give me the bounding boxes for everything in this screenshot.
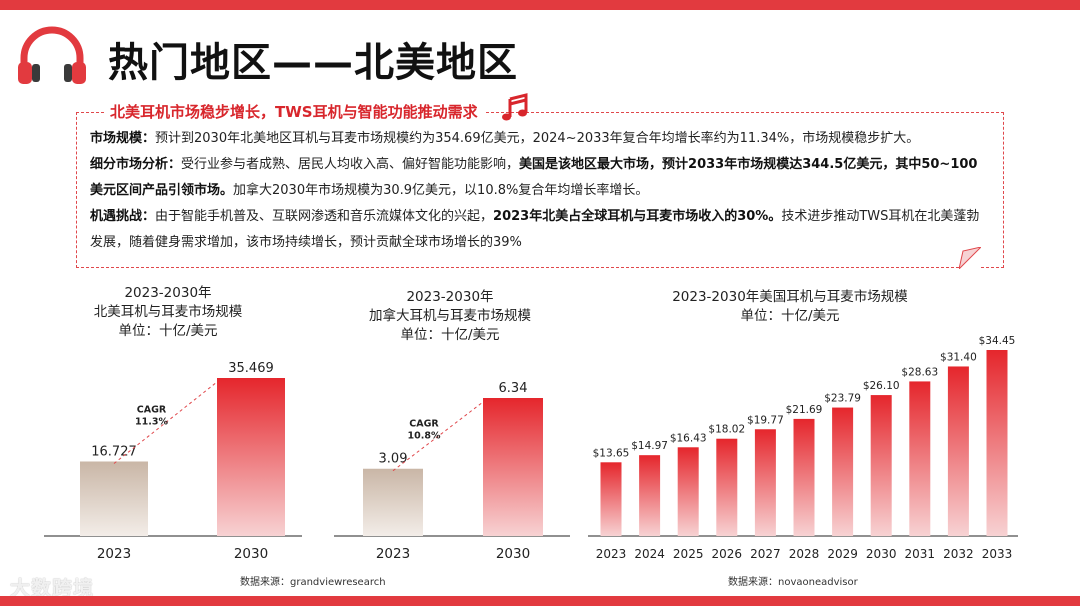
- chart-title-canada: 2023-2030年 加拿大耳机与耳麦市场规模 单位：十亿/美元: [340, 288, 560, 345]
- us-data-label-2031: $28.63: [901, 366, 938, 378]
- ca-bar-2023: [363, 468, 423, 536]
- us-tick-2025: 2025: [673, 547, 704, 561]
- source-right: 数据来源：novaoneadvisor: [728, 577, 858, 588]
- page-fold-decoration: [959, 247, 981, 269]
- ca-tick-2023: 2023: [376, 546, 410, 562]
- paragraph-segment-analysis: 细分市场分析：受行业参与者成熟、居民人均收入高、偏好智能功能影响，美国是该地区最…: [90, 152, 990, 204]
- na-data-label-2023: 16.727: [91, 444, 137, 459]
- us-tick-2029: 2029: [827, 547, 858, 561]
- us-bar-2025: [677, 447, 699, 536]
- us-data-label-2029: $23.79: [824, 393, 861, 405]
- text-market-size: 预计到2030年北美地区耳机与耳麦市场规模约为354.69亿美元，2024~20…: [155, 131, 920, 146]
- us-data-label-2026: $18.02: [708, 424, 745, 436]
- chart-title-us-line2: 单位：十亿/美元: [740, 308, 840, 324]
- info-box: [76, 112, 1004, 269]
- us-data-label-2024: $14.97: [631, 440, 668, 452]
- text-segment-analysis: 受行业参与者成熟、居民人均收入高、偏好智能功能影响，: [181, 157, 520, 172]
- us-bar-2033: [986, 350, 1008, 536]
- na-bar-2030: [217, 378, 285, 536]
- bold-segment-analysis: 美国是该地区最大市场，预计2033年市场规模达344.5亿美元，其中50~100…: [90, 157, 978, 198]
- us-tick-2023: 2023: [596, 547, 627, 561]
- ca-data-label-2030: 6.34: [499, 381, 528, 396]
- us-bar-2024: [639, 455, 661, 536]
- label-market-size: 市场规模：: [90, 131, 156, 146]
- tail-opportunities: 技术进步推动TWS耳机在北美蓬勃发展，随着健身需求增加，该市场持续增长，预计贡献…: [90, 209, 980, 250]
- us-tick-2032: 2032: [943, 547, 974, 561]
- chart-title-na-line2: 北美耳机与耳麦市场规模: [93, 304, 243, 320]
- ca-cagr-label: CAGR: [409, 418, 439, 429]
- text-opportunities: 由于智能手机普及、互联网渗透和音乐流媒体文化的兴起，: [155, 209, 494, 224]
- chart-title-na-line3: 单位：十亿/美元: [118, 323, 218, 339]
- na-tick-2030: 2030: [234, 546, 268, 562]
- page-title: 热门地区——北美地区: [108, 40, 518, 86]
- na-cagr-label: CAGR: [137, 405, 167, 416]
- bottom-accent-bar: [0, 596, 1080, 606]
- us-tick-2030: 2030: [866, 547, 897, 561]
- music-note-icon: [502, 93, 528, 121]
- na-cagr-trend-line: [113, 381, 218, 464]
- us-bar-2026: [716, 438, 738, 536]
- us-bar-2028: [793, 418, 815, 536]
- chart-title-ca-line3: 单位：十亿/美元: [400, 327, 500, 343]
- paragraph-opportunities: 机遇挑战：由于智能手机普及、互联网渗透和音乐流媒体文化的兴起，2023年北美占全…: [90, 204, 990, 256]
- chart-title-na-line1: 2023-2030年: [124, 285, 212, 301]
- us-tick-2024: 2024: [634, 547, 665, 561]
- us-bar-2032: [947, 366, 969, 536]
- top-accent-bar: [0, 0, 1080, 10]
- us-tick-2028: 2028: [789, 547, 820, 561]
- us-bar-2027: [754, 429, 776, 536]
- us-data-label-2033: $34.45: [979, 335, 1016, 347]
- chart-title-usa: 2023-2030年美国耳机与耳麦市场规模 单位：十亿/美元: [640, 288, 940, 326]
- us-bar-2023: [600, 462, 622, 536]
- ca-cagr-value: 10.8%: [408, 430, 441, 441]
- us-data-label-2027: $19.77: [747, 414, 784, 426]
- us-data-label-2023: $13.65: [593, 447, 630, 459]
- ca-cagr-trend-line: [392, 401, 484, 472]
- na-tick-2023: 2023: [97, 546, 131, 562]
- tail-segment-analysis: 加拿大2030年市场规模为30.9亿美元，以10.8%复合年均增长率增长。: [233, 183, 649, 198]
- us-bar-2031: [909, 381, 931, 536]
- label-opportunities: 机遇挑战：: [90, 209, 156, 224]
- na-cagr-value: 11.3%: [135, 417, 168, 428]
- chart-title-ca-line2: 加拿大耳机与耳麦市场规模: [369, 308, 531, 324]
- na-bar-2023: [80, 461, 148, 536]
- chart-title-us-line1: 2023-2030年美国耳机与耳麦市场规模: [672, 289, 908, 305]
- section-subtitle: 北美耳机市场稳步增长，TWS耳机与智能功能推动需求: [104, 101, 484, 122]
- us-tick-2033: 2033: [982, 547, 1013, 561]
- bold-opportunities: 2023年北美占全球耳机与耳麦市场收入的30%。: [493, 209, 782, 224]
- us-data-label-2028: $21.69: [786, 404, 823, 416]
- us-tick-2027: 2027: [750, 547, 781, 561]
- paragraph-market-size: 市场规模：预计到2030年北美地区耳机与耳麦市场规模约为354.69亿美元，20…: [90, 126, 990, 152]
- us-tick-2026: 2026: [712, 547, 743, 561]
- ca-tick-2030: 2030: [496, 546, 530, 562]
- us-bar-2029: [832, 407, 854, 536]
- headphones-icon: [18, 26, 86, 84]
- us-tick-2031: 2031: [905, 547, 936, 561]
- na-data-label-2030: 35.469: [228, 361, 274, 376]
- ca-bar-2030: [483, 398, 543, 536]
- ca-data-label-2023: 3.09: [379, 452, 408, 467]
- us-bar-2030: [870, 395, 892, 536]
- us-data-label-2025: $16.43: [670, 432, 707, 444]
- chart-title-ca-line1: 2023-2030年: [406, 289, 494, 305]
- us-data-label-2030: $26.10: [863, 380, 900, 392]
- us-data-label-2032: $31.40: [940, 351, 977, 363]
- source-left: 数据来源：grandviewresearch: [240, 577, 386, 588]
- label-segment-analysis: 细分市场分析：: [90, 157, 182, 172]
- chart-title-north-america: 2023-2030年 北美耳机与耳麦市场规模 单位：十亿/美元: [68, 284, 268, 341]
